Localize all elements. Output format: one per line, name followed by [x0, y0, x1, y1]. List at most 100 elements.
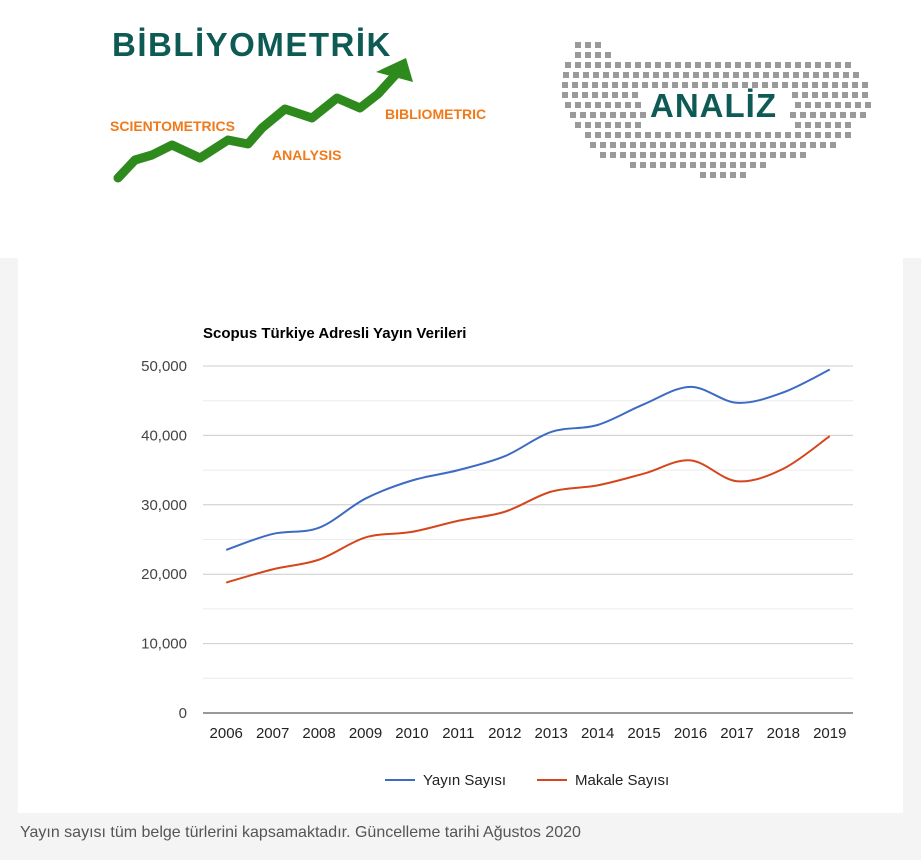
- map-dot: [852, 82, 858, 88]
- map-dot: [573, 72, 579, 78]
- map-dot: [660, 142, 666, 148]
- map-dot: [562, 92, 568, 98]
- map-dot: [565, 102, 571, 108]
- map-dot: [620, 112, 626, 118]
- map-dot: [635, 62, 641, 68]
- chart-caption: Yayın sayısı tüm belge türlerini kapsama…: [20, 824, 581, 841]
- map-dot: [825, 102, 831, 108]
- map-dot: [780, 142, 786, 148]
- map-dot: [593, 72, 599, 78]
- map-dot: [760, 152, 766, 158]
- map-dot: [675, 62, 681, 68]
- growth-arrow-icon: [113, 67, 403, 183]
- map-dot: [730, 152, 736, 158]
- map-dot: [575, 52, 581, 58]
- map-dot: [720, 142, 726, 148]
- arrow-head-icon: [376, 58, 413, 82]
- map-dot: [710, 172, 716, 178]
- map-dot: [585, 62, 591, 68]
- map-dot: [702, 82, 708, 88]
- map-dot: [670, 152, 676, 158]
- map-dot: [805, 122, 811, 128]
- map-dot: [770, 142, 776, 148]
- map-dot: [842, 92, 848, 98]
- y-tick-label: 20,000: [141, 566, 187, 583]
- map-dot: [815, 132, 821, 138]
- map-dot: [732, 82, 738, 88]
- map-dot: [640, 162, 646, 168]
- map-dot: [833, 72, 839, 78]
- y-axis-ticks: 0 10,000 20,000 30,000 40,000 50,000: [141, 358, 187, 722]
- map-dot: [745, 132, 751, 138]
- map-dot: [605, 122, 611, 128]
- map-dot: [753, 72, 759, 78]
- map-dot: [822, 92, 828, 98]
- map-dot: [620, 142, 626, 148]
- map-dot: [680, 162, 686, 168]
- map-dot: [835, 102, 841, 108]
- x-tick-label: 2012: [488, 725, 521, 742]
- map-dot: [655, 132, 661, 138]
- map-dot: [802, 82, 808, 88]
- map-dot: [695, 62, 701, 68]
- map-dot: [635, 122, 641, 128]
- map-dot: [800, 142, 806, 148]
- legend-label: Makale Sayısı: [575, 772, 669, 789]
- y-tick-label: 30,000: [141, 497, 187, 514]
- map-dot: [612, 82, 618, 88]
- x-tick-label: 2017: [720, 725, 753, 742]
- map-dot: [750, 152, 756, 158]
- map-dot: [615, 102, 621, 108]
- map-dot: [590, 142, 596, 148]
- line-chart: Scopus Türkiye Adresli Yayın Verileri 0 1…: [141, 325, 853, 789]
- map-dot: [852, 92, 858, 98]
- map-dot: [602, 92, 608, 98]
- map-dot: [855, 102, 861, 108]
- map-dot: [680, 152, 686, 158]
- x-tick-label: 2011: [442, 725, 474, 742]
- map-dot: [722, 82, 728, 88]
- map-dot: [860, 112, 866, 118]
- map-dot: [710, 152, 716, 158]
- grid-lines: [203, 365, 853, 714]
- map-dot: [822, 82, 828, 88]
- map-dot: [845, 132, 851, 138]
- map-dot: [795, 62, 801, 68]
- map-dot: [610, 142, 616, 148]
- map-dot: [785, 62, 791, 68]
- map-dot: [730, 172, 736, 178]
- map-dot: [803, 72, 809, 78]
- map-dot: [713, 72, 719, 78]
- map-dot: [602, 82, 608, 88]
- map-dot: [770, 152, 776, 158]
- y-tick-label: 10,000: [141, 636, 187, 653]
- x-tick-label: 2008: [302, 725, 335, 742]
- map-dot: [585, 42, 591, 48]
- map-dot: [835, 122, 841, 128]
- map-dot: [582, 82, 588, 88]
- map-dot: [843, 72, 849, 78]
- map-dot: [685, 62, 691, 68]
- logo-scientometrics: SCIENTOMETRICS: [110, 118, 235, 134]
- map-dot: [835, 132, 841, 138]
- x-tick-label: 2006: [210, 725, 243, 742]
- map-dot: [823, 72, 829, 78]
- map-dot: [705, 62, 711, 68]
- map-dot: [603, 72, 609, 78]
- map-dot: [660, 162, 666, 168]
- logo-bibliometric: BIBLIOMETRIC: [385, 106, 486, 122]
- map-dot: [720, 152, 726, 158]
- map-dot: [625, 122, 631, 128]
- map-dot: [723, 72, 729, 78]
- map-dot: [720, 172, 726, 178]
- map-dot: [650, 152, 656, 158]
- map-dot: [575, 102, 581, 108]
- map-dot: [750, 142, 756, 148]
- map-dot: [600, 142, 606, 148]
- map-dot: [785, 132, 791, 138]
- map-dot: [630, 162, 636, 168]
- y-tick-label: 0: [179, 705, 187, 722]
- map-dot: [700, 162, 706, 168]
- map-dot: [585, 102, 591, 108]
- map-dot: [622, 92, 628, 98]
